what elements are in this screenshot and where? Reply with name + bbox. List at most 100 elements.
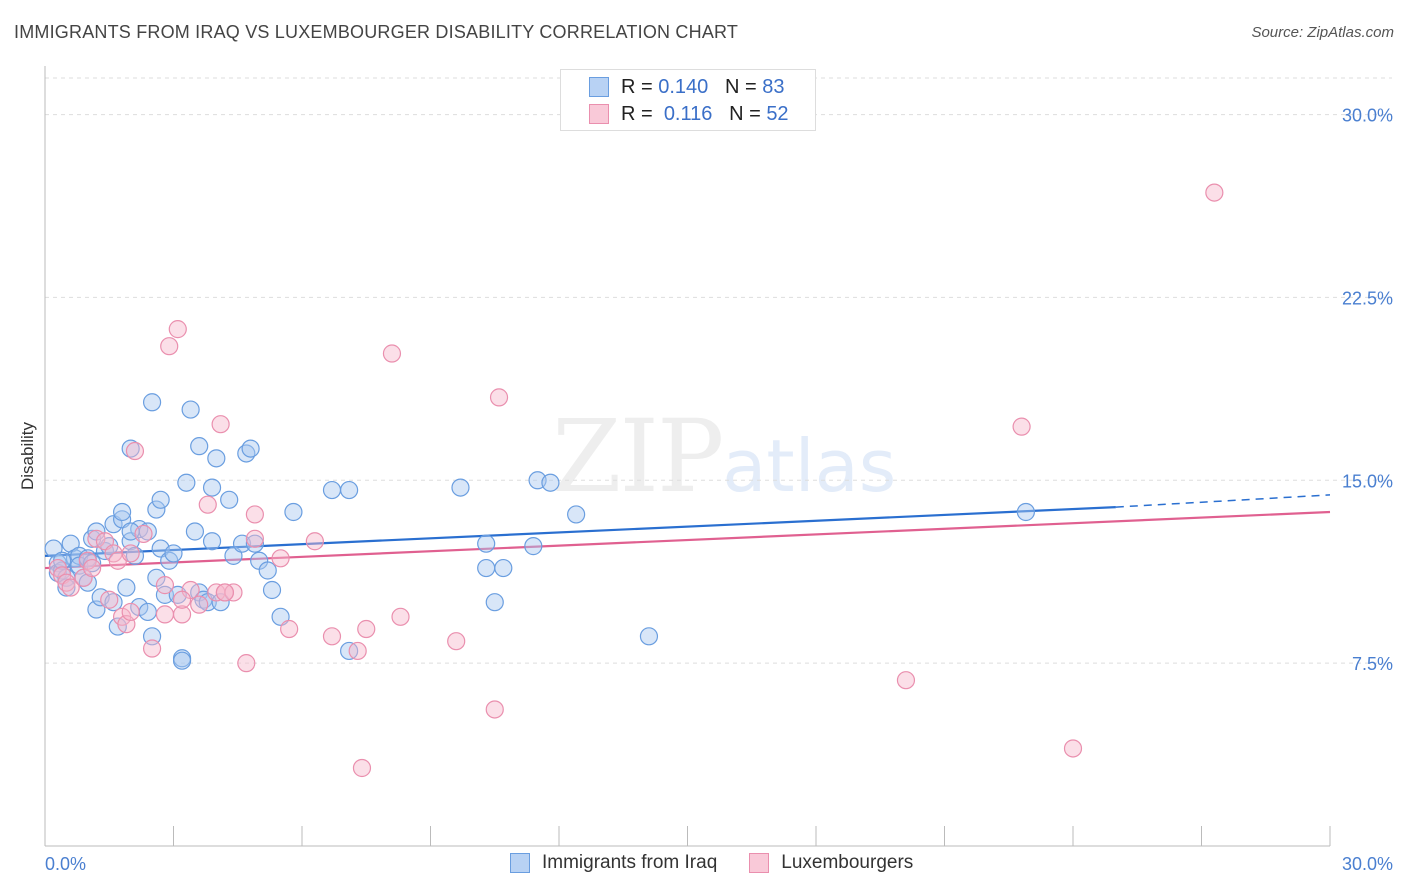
data-point <box>322 627 342 646</box>
legend-r-label: R = <box>621 75 653 98</box>
data-point <box>1016 502 1035 522</box>
watermark-zip: ZIP <box>552 398 724 515</box>
watermark-atlas: atlas <box>722 424 897 508</box>
data-point <box>485 593 504 612</box>
data-point <box>160 337 179 356</box>
data-point <box>207 449 226 468</box>
legend-r-value: 0.116 <box>663 102 713 125</box>
data-point <box>155 585 175 604</box>
data-point <box>357 619 376 639</box>
data-point <box>147 500 166 519</box>
data-point <box>245 534 264 553</box>
series-iraq-points <box>44 393 1035 670</box>
data-point <box>172 651 192 670</box>
data-point <box>382 344 402 363</box>
data-point <box>305 532 324 551</box>
data-point <box>198 495 217 514</box>
correlation-legend: R = 0.140 N = 83 R = 0.116 N = 52 <box>560 69 816 131</box>
y-tick-label: 7.5% <box>1352 654 1393 674</box>
x-tick-label: 0.0% <box>45 854 86 874</box>
legend-n-value: 83 <box>762 75 785 98</box>
data-point <box>245 529 264 548</box>
data-point <box>896 671 916 690</box>
data-point <box>117 578 136 597</box>
data-point <box>237 654 256 673</box>
data-point <box>190 437 209 456</box>
data-point <box>322 480 342 500</box>
watermark: ZIPatlas <box>552 398 896 515</box>
y-tick-label: 30.0% <box>1342 106 1393 126</box>
grid-lines <box>45 77 1392 664</box>
data-point <box>391 607 410 626</box>
trend-line-luxembourgers <box>44 510 1331 570</box>
data-point <box>524 537 543 556</box>
legend-n-label: N = <box>729 102 761 125</box>
legend-swatch-blue <box>589 77 609 97</box>
data-point <box>340 480 359 500</box>
trend-line-solid <box>44 510 1331 570</box>
legend-row-iraq: R = 0.140 N = 83 <box>589 75 784 99</box>
legend-label-iraq: Immigrants from Iraq <box>542 852 718 873</box>
data-point <box>121 544 140 563</box>
legend-n-value: 52 <box>766 102 789 125</box>
series-legend: Immigrants from Iraq Luxembourgers <box>510 852 945 874</box>
data-point <box>202 478 222 497</box>
data-point <box>271 549 290 568</box>
data-point <box>1012 417 1031 436</box>
data-point <box>211 593 230 612</box>
data-point <box>477 534 496 553</box>
data-point <box>494 558 513 578</box>
trend-line-dashed <box>1115 494 1331 508</box>
data-point <box>155 605 175 624</box>
data-point <box>83 558 102 578</box>
legend-r-label: R = <box>621 102 653 125</box>
series-luxembourgers-points <box>48 183 1224 778</box>
data-point <box>130 597 149 617</box>
data-point <box>567 505 586 524</box>
chart-title: IMMIGRANTS FROM IRAQ VS LUXEMBOURGER DIS… <box>14 22 739 42</box>
data-point <box>258 561 277 580</box>
data-point <box>151 490 170 509</box>
data-point <box>181 400 200 419</box>
data-point <box>202 532 222 551</box>
data-point <box>164 544 183 563</box>
x-tick-label: 30.0% <box>1342 854 1393 874</box>
data-point <box>125 441 145 461</box>
data-point <box>155 576 175 595</box>
y-tick-label: 22.5% <box>1342 288 1393 308</box>
data-point <box>220 490 239 509</box>
data-point <box>284 502 303 522</box>
data-point <box>639 627 659 646</box>
data-point <box>280 619 299 639</box>
data-point <box>477 558 496 578</box>
legend-row-luxembourgers: R = 0.116 N = 52 <box>589 102 789 126</box>
data-point <box>100 590 119 609</box>
legend-item-luxembourgers[interactable]: Luxembourgers <box>749 852 913 874</box>
data-point <box>485 700 504 719</box>
data-point <box>451 478 470 497</box>
legend-swatch-blue <box>510 853 530 873</box>
legend-n-label: N = <box>724 75 757 98</box>
data-point <box>241 439 260 458</box>
data-point <box>541 473 560 492</box>
legend-swatch-pink <box>749 853 770 873</box>
tick-labels: 7.5% 15.0% 22.5% 30.0% 0.0% 30.0% Disability <box>18 106 1393 874</box>
data-point <box>447 632 466 651</box>
legend-label-luxembourgers: Luxembourgers <box>781 852 914 873</box>
axes <box>44 66 1331 847</box>
data-point <box>172 590 192 609</box>
data-point <box>134 524 153 544</box>
data-point <box>489 388 509 407</box>
data-point <box>177 473 196 492</box>
trend-line-iraq <box>44 494 1331 557</box>
data-point <box>262 580 282 600</box>
legend-r-value: 0.140 <box>658 75 709 98</box>
data-point <box>142 639 162 658</box>
data-point <box>168 320 187 339</box>
data-point <box>1063 739 1083 758</box>
legend-item-iraq[interactable]: Immigrants from Iraq <box>510 852 717 874</box>
data-point <box>215 583 234 602</box>
data-point <box>245 505 264 524</box>
y-tick-label: 15.0% <box>1342 471 1393 491</box>
y-axis-title: Disability <box>18 421 37 490</box>
